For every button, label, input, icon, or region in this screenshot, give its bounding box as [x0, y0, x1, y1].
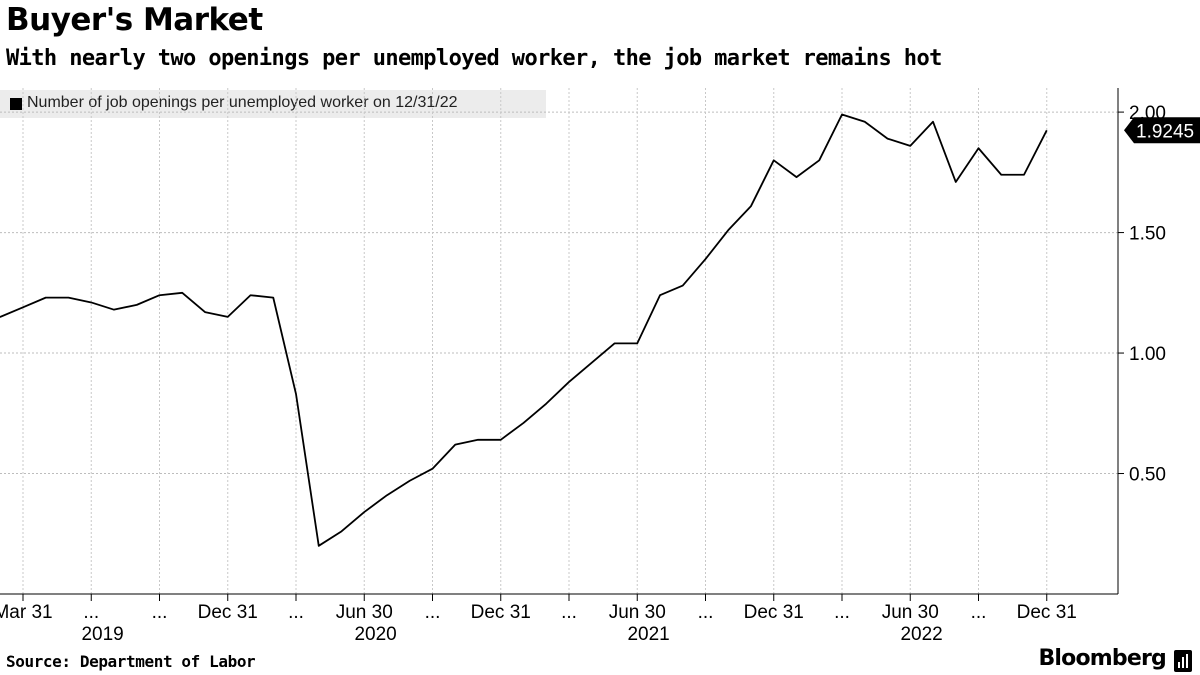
gridlines [0, 88, 1118, 594]
y-tick-label: 0.50 [1129, 465, 1166, 486]
x-tick-label: ... [83, 602, 99, 623]
chart-subtitle: With nearly two openings per unemployed … [6, 46, 942, 71]
x-tick-label: Mar 31 [0, 602, 53, 623]
x-tick-label: Dec 31 [471, 602, 531, 623]
x-year-label: 2020 [354, 624, 396, 645]
x-tick-label: ... [425, 602, 441, 623]
x-tick-label: Dec 31 [198, 602, 258, 623]
x-tick-label: ... [698, 602, 714, 623]
x-tick-label: ... [971, 602, 987, 623]
x-year-label: 2019 [81, 624, 123, 645]
x-tick-label: Dec 31 [1017, 602, 1077, 623]
x-tick-label: ... [834, 602, 850, 623]
series-lines [0, 113, 1048, 547]
series-line [0, 113, 1048, 547]
x-tick-label: Dec 31 [744, 602, 804, 623]
y-tick-label: 1.50 [1129, 224, 1166, 245]
source-note: Source: Department of Labor [6, 652, 256, 671]
x-tick-label: ... [288, 602, 304, 623]
y-tick-label: 1.00 [1129, 344, 1166, 365]
x-tick-label: Jun 30 [609, 602, 666, 623]
last-value-label: 1.9245 [1136, 121, 1194, 142]
x-tick-label: ... [152, 602, 168, 623]
axes [0, 88, 1124, 601]
legend-swatch [10, 98, 22, 110]
terminal-icon [1174, 650, 1192, 672]
bloomberg-logo: Bloomberg [1038, 646, 1166, 671]
last-value-flag [1124, 117, 1200, 144]
x-year-label: 2021 [627, 624, 669, 645]
x-year-label: 2022 [900, 624, 942, 645]
x-tick-label: Jun 30 [882, 602, 939, 623]
legend-label: Number of job openings per unemployed wo… [27, 94, 458, 111]
chart-title: Buyer's Market [6, 2, 263, 38]
x-tick-label: Jun 30 [336, 602, 393, 623]
x-tick-label: ... [561, 602, 577, 623]
